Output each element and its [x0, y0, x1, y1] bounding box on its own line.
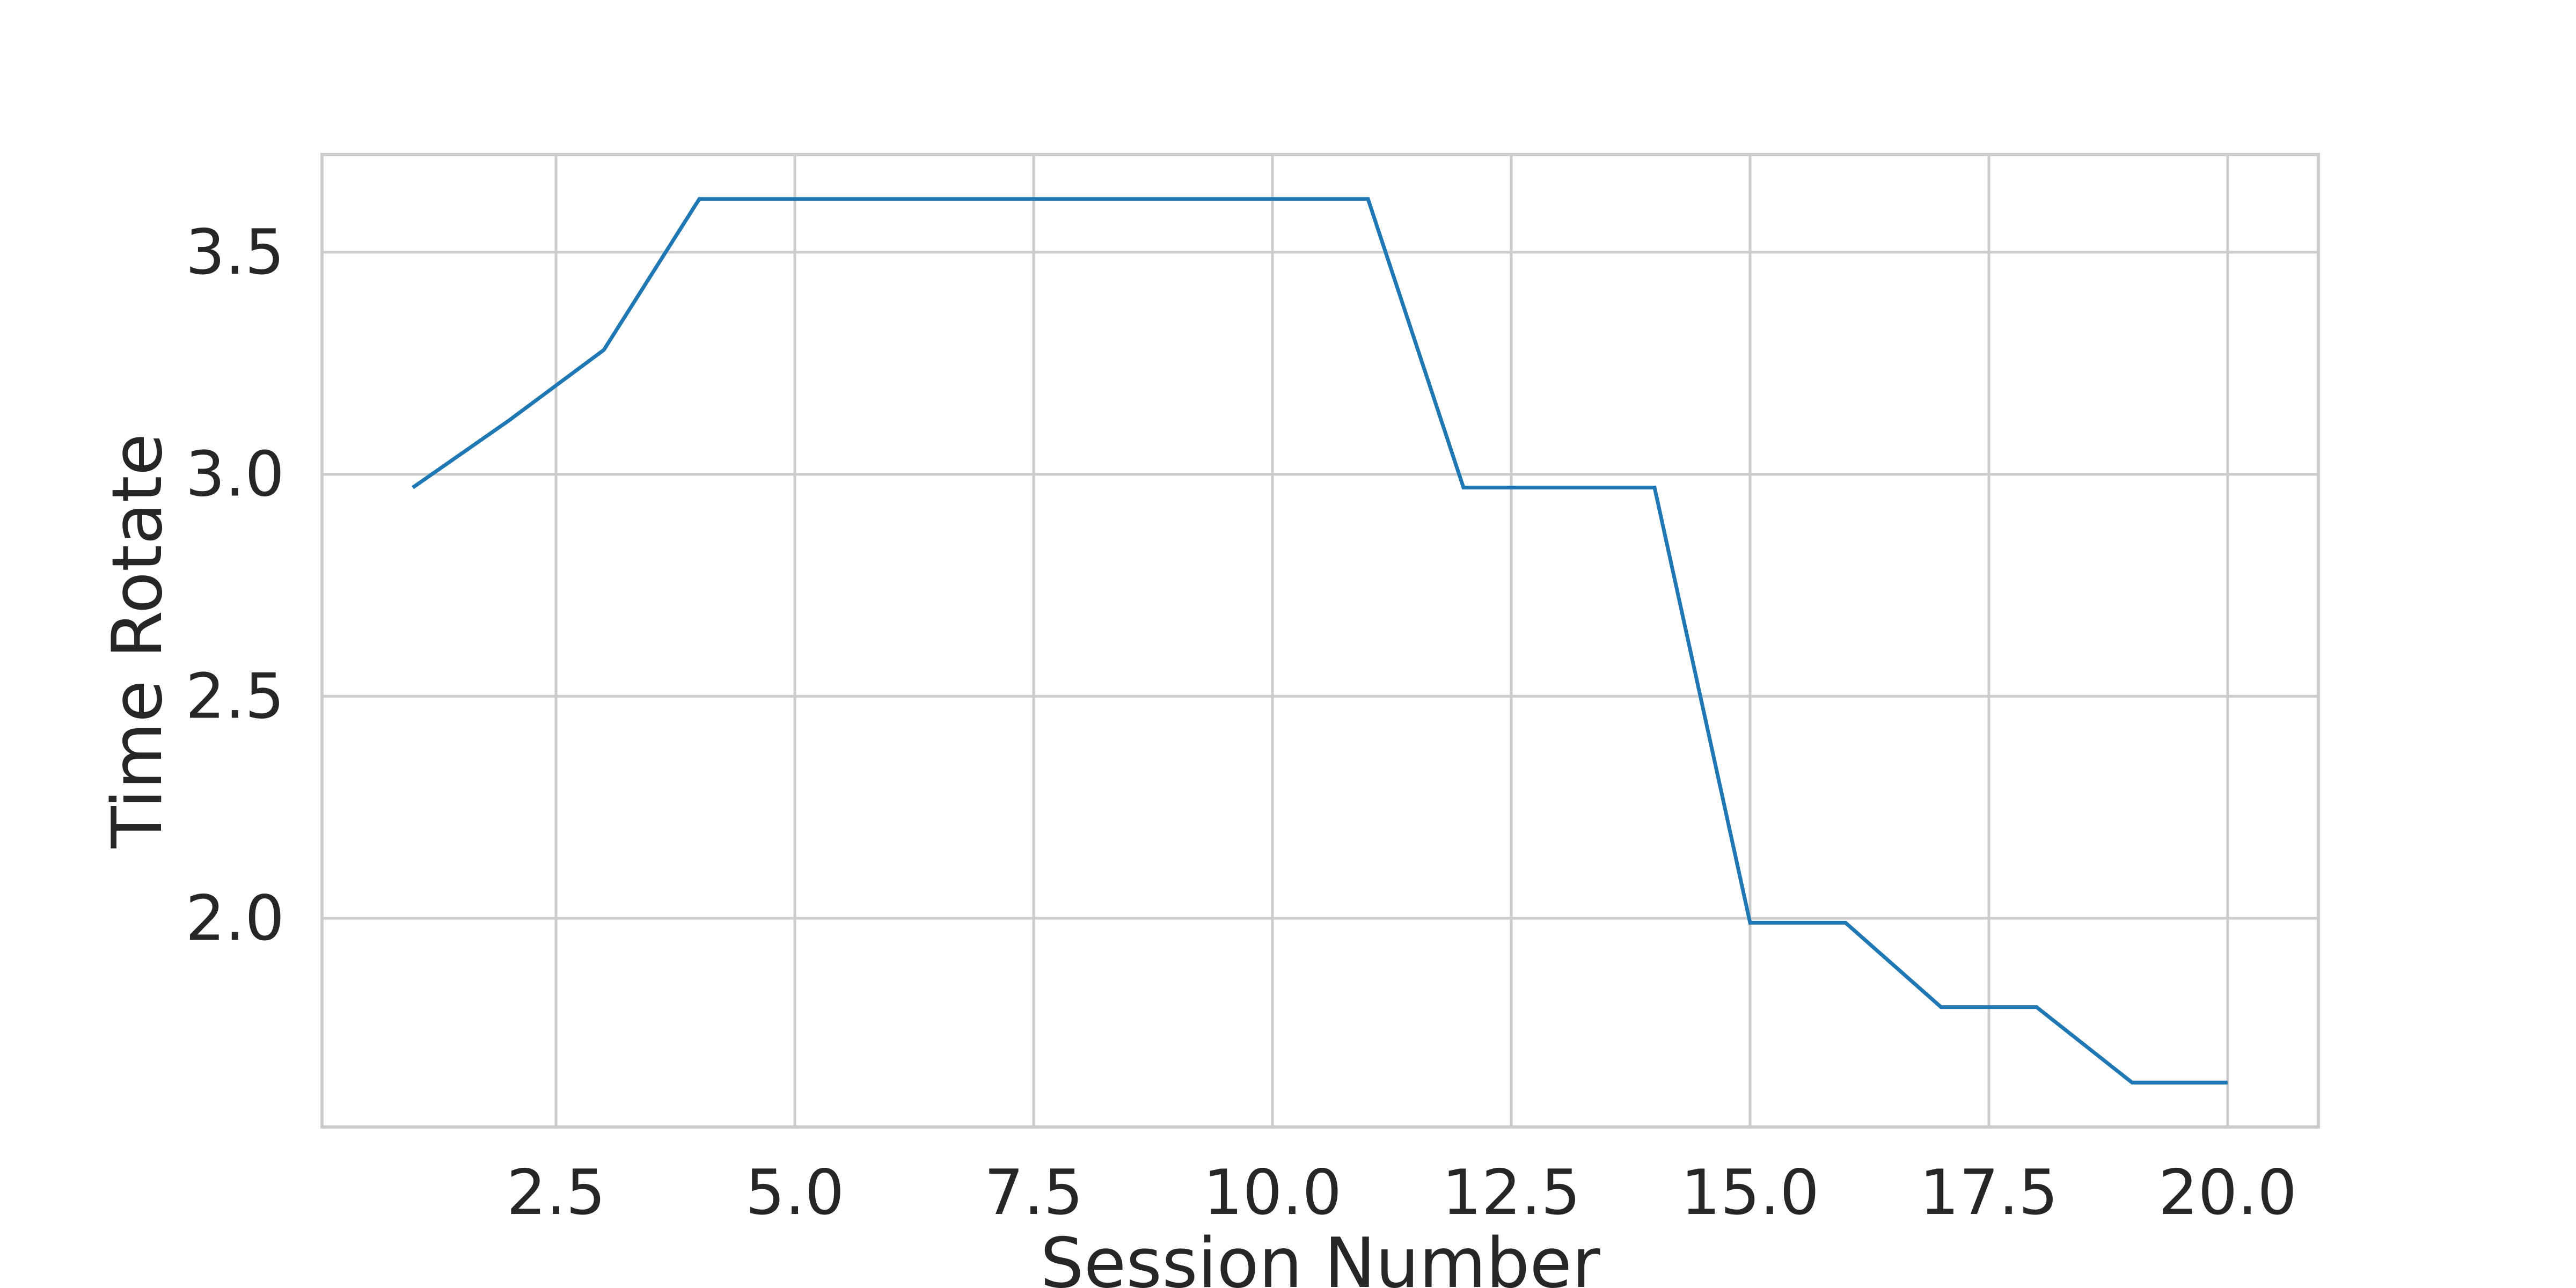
x-tick-label: 7.5	[984, 1157, 1083, 1229]
y-tick-labels: 2.0 2.5 3.0 3.5	[186, 216, 284, 955]
x-tick-label: 17.5	[1920, 1157, 2058, 1229]
series-line	[412, 197, 2228, 1085]
y-tick-label: 2.0	[186, 882, 284, 955]
x-tick-label: 5.0	[745, 1157, 844, 1229]
y-gridlines	[322, 251, 2318, 920]
x-gridlines	[554, 155, 2229, 1127]
y-axis-label: Time Rotate	[98, 434, 178, 849]
x-tick-label: 12.5	[1442, 1157, 1580, 1229]
x-tick-label: 2.5	[507, 1157, 605, 1229]
x-tick-labels: 2.5 5.0 7.5 10.0 12.5 15.0 17.5 20.0	[507, 1157, 2297, 1229]
y-tick-label: 2.5	[186, 660, 284, 733]
series-layer	[412, 197, 2228, 1085]
plot-frame	[320, 153, 2320, 1129]
x-tick-label: 20.0	[2158, 1157, 2297, 1229]
x-tick-label: 15.0	[1681, 1157, 1819, 1229]
x-axis-label: Session Number	[1040, 1224, 1600, 1288]
y-tick-label: 3.0	[186, 438, 284, 511]
y-tick-label: 3.5	[186, 216, 284, 289]
x-tick-label: 10.0	[1203, 1157, 1342, 1229]
